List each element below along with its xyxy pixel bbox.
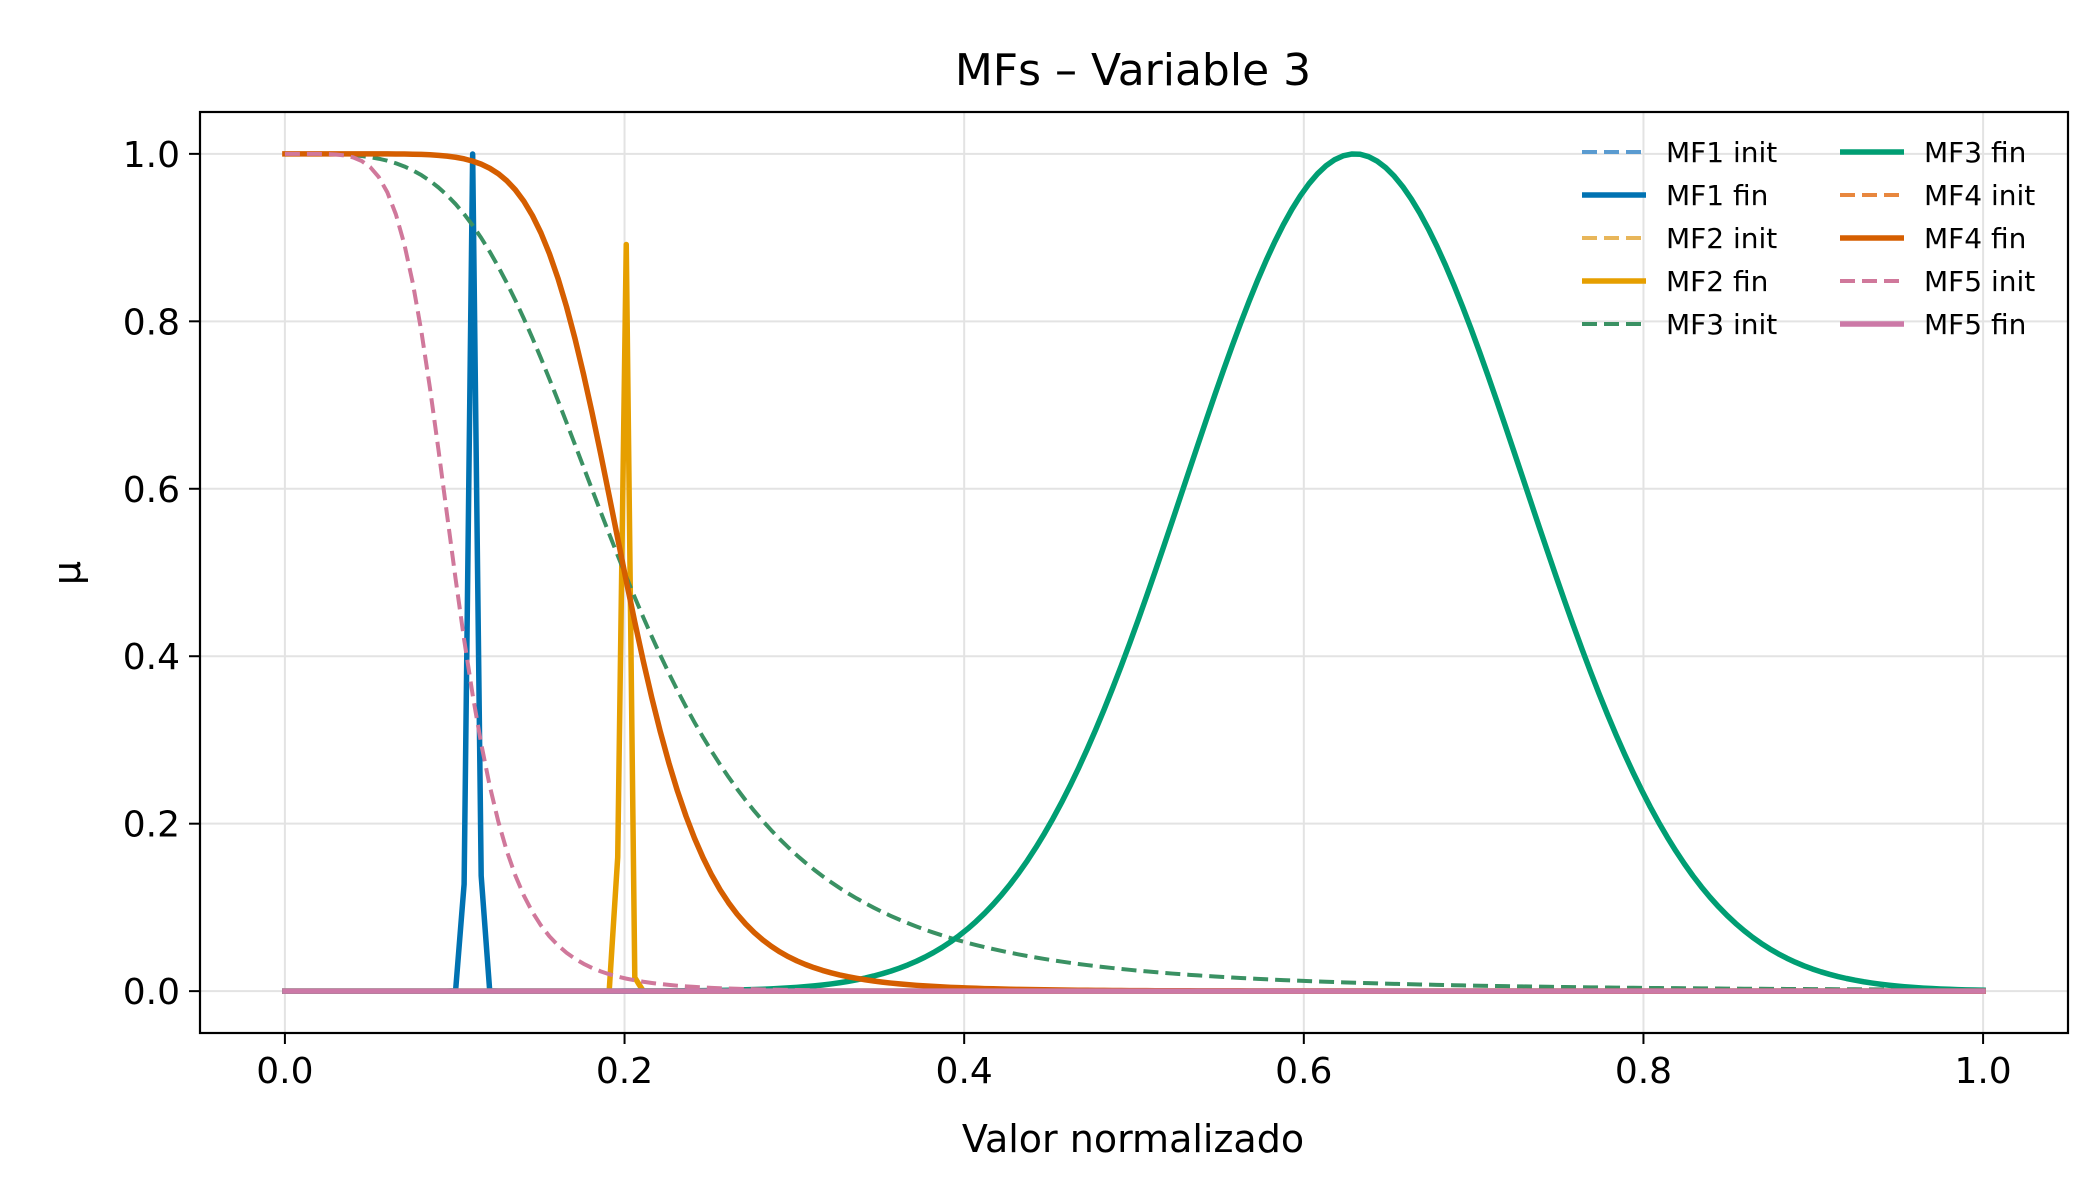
legend: MF1 init MF1 fin MF2 init MF2 fin MF3 init MF… [1582, 136, 2035, 341]
x-tick-label: 0.8 [1615, 1051, 1672, 1092]
series-lines [282, 151, 1986, 994]
y-axis-label: μ [45, 561, 89, 585]
x-tick-label: 1.0 [1954, 1051, 2011, 1092]
x-tick-label: 0.4 [936, 1051, 993, 1092]
y-tick-label: 0.4 [123, 637, 180, 678]
legend-label: MF3 init [1666, 308, 1777, 341]
y-tick-label: 1.0 [123, 135, 180, 176]
legend-label: MF2 init [1666, 222, 1777, 255]
y-tick-label: 0.6 [123, 470, 180, 511]
axis-ticks: 0.0 0.2 0.4 0.6 0.8 1.0 0.0 0.2 0.4 0.6 0.8 1.0 [123, 135, 2012, 1092]
x-axis-label: Valor normalizado [962, 1117, 1304, 1161]
legend-label: MF1 init [1666, 136, 1777, 169]
legend-label: MF5 init [1924, 265, 2035, 298]
series-line-mf3-init [284, 151, 1984, 992]
legend-label: MF1 fin [1666, 179, 1768, 212]
y-tick-label: 0.2 [123, 805, 180, 846]
legend-label: MF5 fin [1924, 308, 2026, 341]
y-tick-label: 0.8 [123, 302, 180, 343]
x-tick-label: 0.0 [256, 1051, 313, 1092]
x-tick-label: 0.6 [1275, 1051, 1332, 1092]
legend-label: MF4 fin [1924, 222, 2026, 255]
y-tick-label: 0.0 [123, 972, 180, 1013]
legend-label: MF4 init [1924, 179, 2035, 212]
x-tick-label: 0.2 [596, 1051, 653, 1092]
legend-label: MF3 fin [1924, 136, 2026, 169]
plot-frame [198, 110, 2070, 1035]
legend-label: MF2 fin [1666, 265, 1768, 298]
chart-title: MFs – Variable 3 [955, 45, 1311, 96]
